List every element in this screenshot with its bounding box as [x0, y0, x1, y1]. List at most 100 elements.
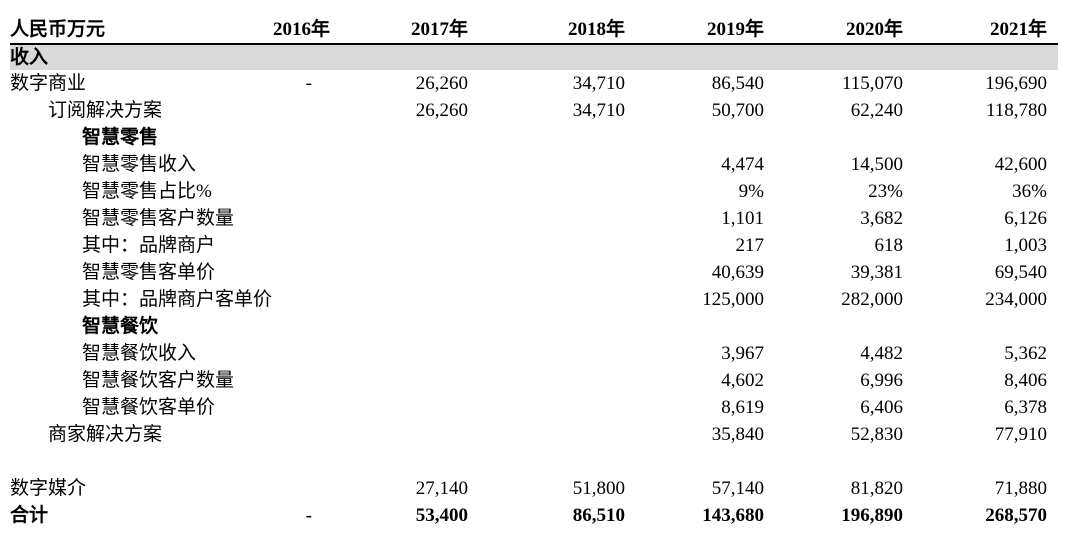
- cell-value: [341, 340, 479, 367]
- table-row: 其中：品牌商户客单价 125,000 282,000 234,000: [10, 286, 1058, 313]
- year-column-header: 2021年: [914, 12, 1058, 45]
- cell-value: 196,890: [841, 505, 903, 526]
- cell-value: 8,406: [1004, 370, 1047, 391]
- year-column-header: 2016年: [201, 12, 341, 45]
- cell-value: [636, 124, 775, 151]
- table-row: 智慧餐饮收入 3,967 4,482 5,362: [10, 340, 1058, 367]
- cell-value: 1,003: [1004, 235, 1047, 256]
- row-label: 智慧餐饮收入: [82, 343, 197, 364]
- row-label: 智慧餐饮客户数量: [82, 370, 235, 391]
- cell-value: [201, 475, 341, 502]
- cell-value: 26,260: [415, 73, 468, 94]
- year-column-header: 2017年: [341, 12, 479, 45]
- table-row: 智慧零售客单价 40,639 39,381 69,540: [10, 259, 1058, 286]
- table-row: 智慧餐饮: [10, 313, 1058, 340]
- cell-value: 196,690: [985, 73, 1047, 94]
- year-column-header: 2020年: [775, 12, 914, 45]
- cell-value: [201, 313, 341, 340]
- cell-value: 6,378: [1004, 397, 1047, 418]
- cell-value: 268,570: [985, 505, 1047, 526]
- cell-value: [201, 97, 341, 124]
- cell-value: 282,000: [841, 289, 903, 310]
- revenue-table: 人民币万元 2016年 2017年 2018年 2019年 2020年 2021年 收入 …: [10, 12, 1058, 529]
- cell-value: [914, 448, 1058, 475]
- cell-value: 57,140: [711, 478, 764, 499]
- table-row: 其中：品牌商户 217 618 1,003: [10, 232, 1058, 259]
- section-header: 收入: [10, 44, 1058, 70]
- cell-value: 34,710: [572, 73, 625, 94]
- year-column-header: 2018年: [479, 12, 636, 45]
- cell-value: [914, 313, 1058, 340]
- row-label: 其中：品牌商户客单价: [82, 289, 273, 310]
- cell-value: 86,510: [572, 505, 625, 526]
- row-label: 智慧零售占比%: [82, 181, 212, 202]
- cell-value: 27,140: [415, 478, 468, 499]
- row-label: 数字商业: [10, 73, 87, 94]
- table-row: 数字商业 - 26,260 34,710 86,540 115,070 196,690: [10, 70, 1058, 97]
- cell-value: [201, 259, 341, 286]
- cell-value: 143,680: [702, 505, 764, 526]
- table-row: 智慧餐饮客户数量 4,602 6,996 8,406: [10, 367, 1058, 394]
- cell-value: [479, 313, 636, 340]
- cell-value: [479, 232, 636, 259]
- table-row: 智慧零售客户数量 1,101 3,682 6,126: [10, 205, 1058, 232]
- cell-value: [914, 124, 1058, 151]
- cell-value: 9%: [738, 181, 764, 202]
- row-label: 智慧餐饮: [82, 316, 159, 337]
- cell-value: [341, 178, 479, 205]
- table-row: 合计 - 53,400 86,510 143,680 196,890 268,570: [10, 502, 1058, 529]
- cell-value: [341, 448, 479, 475]
- cell-value: -: [305, 505, 312, 526]
- table-row: 智慧餐饮客单价 8,619 6,406 6,378: [10, 394, 1058, 421]
- cell-value: 125,000: [702, 289, 764, 310]
- cell-value: 6,996: [860, 370, 903, 391]
- cell-value: [479, 151, 636, 178]
- row-label: 商家解决方案: [48, 424, 163, 445]
- cell-value: [479, 448, 636, 475]
- row-label: 智慧零售收入: [82, 154, 197, 175]
- cell-value: 6,126: [1004, 208, 1047, 229]
- cell-value: 3,967: [721, 343, 764, 364]
- cell-value: 6,406: [860, 397, 903, 418]
- cell-value: [479, 178, 636, 205]
- cell-value: 4,482: [860, 343, 903, 364]
- unit-label: 人民币万元: [10, 12, 201, 45]
- header-row: 人民币万元 2016年 2017年 2018年 2019年 2020年 2021年: [10, 12, 1058, 45]
- table-row: 订阅解决方案 26,260 34,710 50,700 62,240 118,780: [10, 97, 1058, 124]
- cell-value: 26,260: [415, 100, 468, 121]
- cell-value: 35,840: [711, 424, 764, 445]
- cell-value: [201, 232, 341, 259]
- cell-value: [479, 124, 636, 151]
- row-label: 数字媒介: [10, 478, 87, 499]
- cell-value: 36%: [1012, 181, 1047, 202]
- cell-value: [479, 394, 636, 421]
- cell-value: 34,710: [572, 100, 625, 121]
- cell-value: 618: [874, 235, 904, 256]
- cell-value: [775, 313, 914, 340]
- cell-value: [201, 448, 341, 475]
- cell-value: 4,602: [721, 370, 764, 391]
- cell-value: 40,639: [711, 262, 764, 283]
- cell-value: [636, 313, 775, 340]
- cell-value: [201, 340, 341, 367]
- table-row: 智慧零售收入 4,474 14,500 42,600: [10, 151, 1058, 178]
- cell-value: 118,780: [985, 100, 1047, 121]
- cell-value: [636, 448, 775, 475]
- table-row: 智慧零售占比% 9% 23% 36%: [10, 178, 1058, 205]
- cell-value: [201, 394, 341, 421]
- cell-value: 8,619: [721, 397, 764, 418]
- row-label: [10, 448, 201, 475]
- table-row: 数字媒介 27,140 51,800 57,140 81,820 71,880: [10, 475, 1058, 502]
- cell-value: [479, 205, 636, 232]
- cell-value: [201, 178, 341, 205]
- cell-value: 53,400: [415, 505, 468, 526]
- cell-value: [479, 286, 636, 313]
- financial-report-page: 人民币万元 2016年 2017年 2018年 2019年 2020年 2021年 收入 …: [10, 12, 1058, 529]
- cell-value: 1,101: [721, 208, 764, 229]
- cell-value: 42,600: [994, 154, 1047, 175]
- cell-value: [341, 394, 479, 421]
- cell-value: [341, 259, 479, 286]
- cell-value: 81,820: [850, 478, 903, 499]
- cell-value: [201, 124, 341, 151]
- cell-value: [341, 232, 479, 259]
